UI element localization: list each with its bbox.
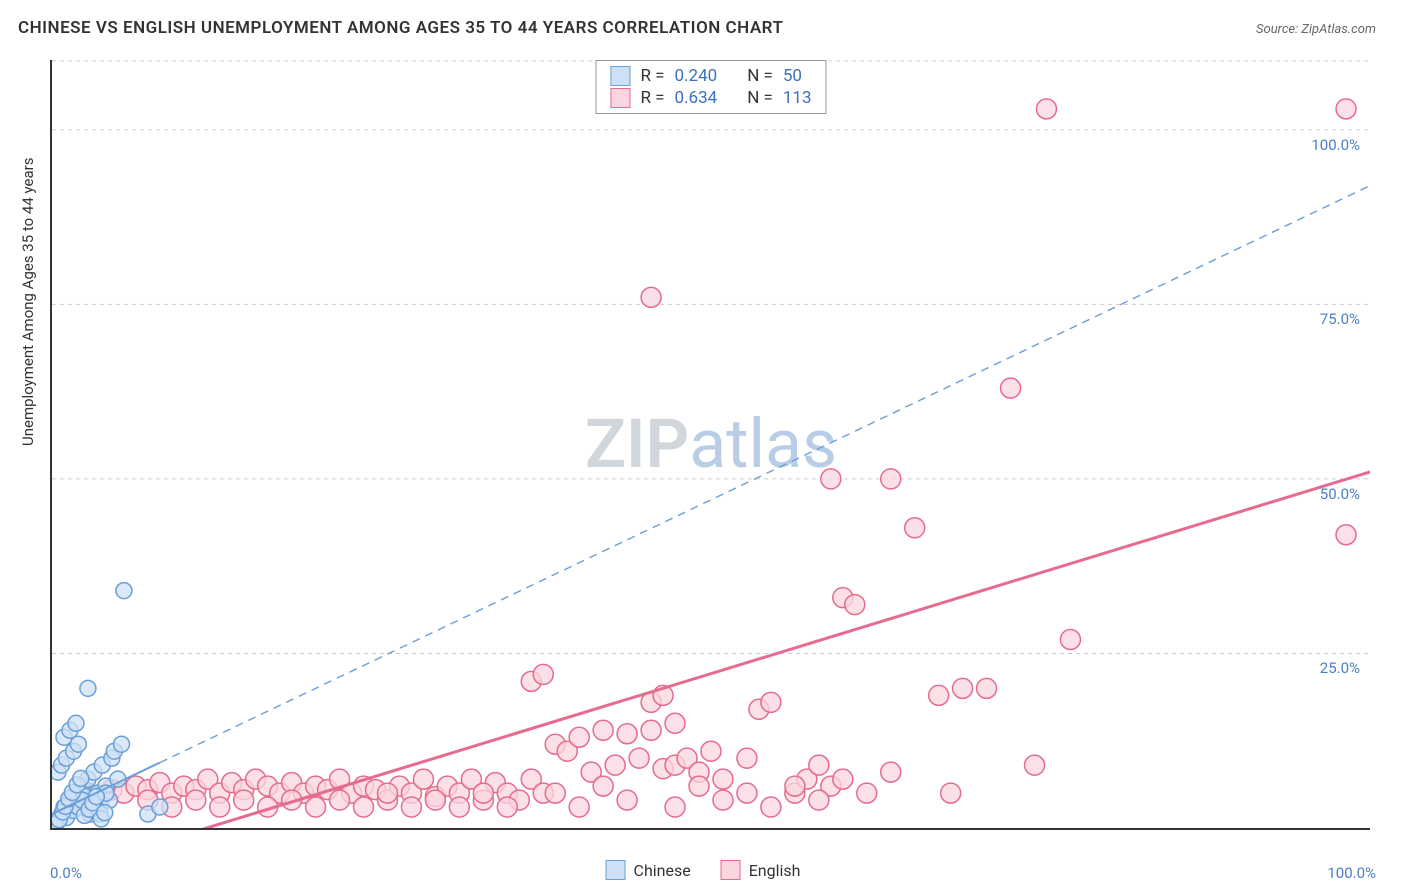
- plot-area: ZIPatlas R = 0.240 N = 50 R = 0.634 N = …: [50, 60, 1370, 830]
- watermark-atlas: atlas: [689, 404, 837, 484]
- stat-label-n: N =: [747, 66, 773, 86]
- stat-label-r: R =: [640, 88, 664, 108]
- swatch-chinese: [610, 66, 630, 86]
- legend-item-english: English: [721, 860, 801, 880]
- stat-label-r: R =: [640, 66, 664, 86]
- stat-n-english: 113: [783, 88, 812, 108]
- watermark: ZIPatlas: [585, 404, 837, 484]
- stat-n-chinese: 50: [783, 66, 802, 86]
- legend-item-chinese: Chinese: [606, 860, 691, 880]
- legend-swatch-chinese: [606, 860, 626, 880]
- stats-row-chinese: R = 0.240 N = 50: [610, 65, 811, 87]
- stat-label-n: N =: [747, 88, 773, 108]
- y-tick-label: 25.0%: [1320, 659, 1360, 677]
- legend-label-english: English: [749, 861, 801, 880]
- legend-swatch-english: [721, 860, 741, 880]
- y-axis-label: Unemployment Among Ages 35 to 44 years: [19, 158, 37, 446]
- x-tick-0: 0.0%: [50, 864, 82, 882]
- watermark-zip: ZIP: [585, 404, 689, 484]
- stats-legend-box: R = 0.240 N = 50 R = 0.634 N = 113: [595, 60, 826, 114]
- y-tick-label: 100.0%: [1311, 136, 1360, 154]
- stat-r-chinese: 0.240: [674, 66, 717, 86]
- legend-label-chinese: Chinese: [634, 861, 691, 880]
- chart-svg: [52, 60, 1370, 828]
- stats-row-english: R = 0.634 N = 113: [610, 87, 811, 109]
- source-attribution: Source: ZipAtlas.com: [1256, 22, 1376, 37]
- y-tick-label: 75.0%: [1320, 310, 1360, 328]
- stat-r-english: 0.634: [674, 88, 717, 108]
- x-tick-100: 100.0%: [1327, 864, 1376, 882]
- y-tick-label: 50.0%: [1320, 485, 1360, 503]
- chart-title: CHINESE VS ENGLISH UNEMPLOYMENT AMONG AG…: [18, 18, 783, 38]
- swatch-english: [610, 88, 630, 108]
- bottom-legend: Chinese English: [606, 860, 801, 880]
